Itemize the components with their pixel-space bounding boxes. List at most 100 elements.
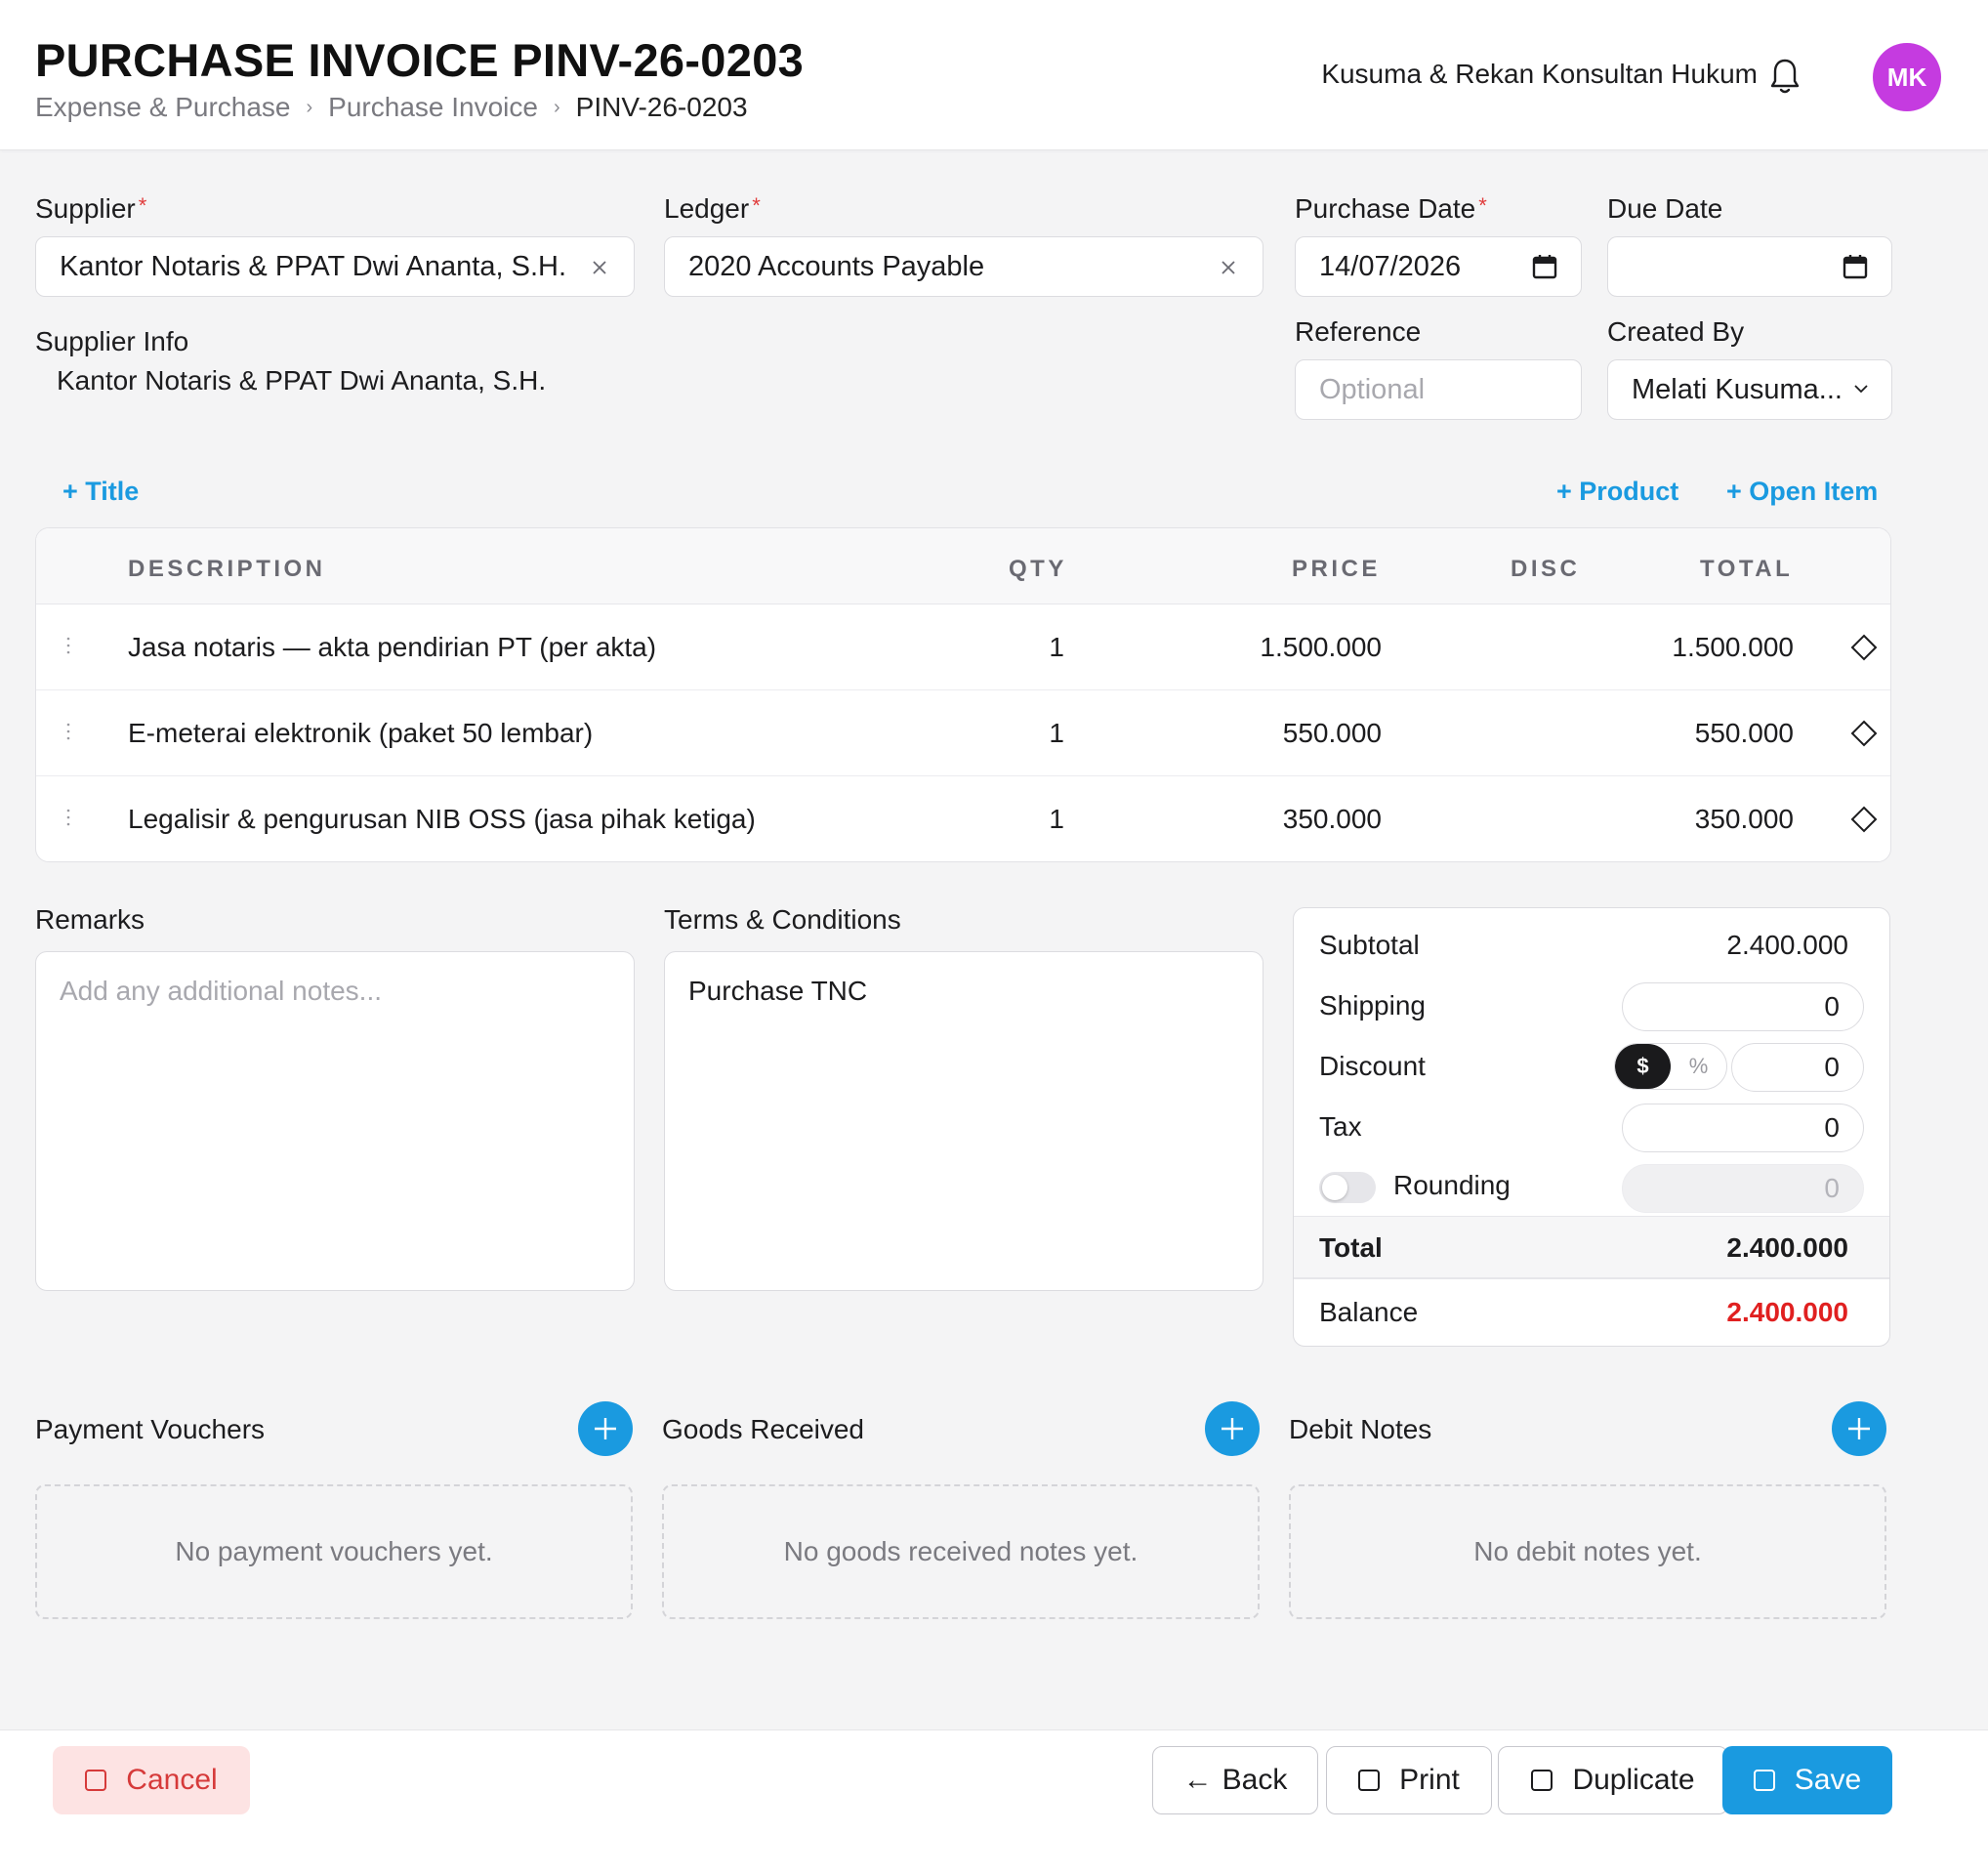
- table-header: DESCRIPTION QTY PRICE DISC TOTAL: [36, 528, 1890, 604]
- payment-vouchers-title: Payment Vouchers: [35, 1414, 266, 1444]
- item-price[interactable]: 550.000: [1282, 718, 1382, 748]
- item-qty[interactable]: 1: [1049, 804, 1064, 834]
- page-title: PURCHASE INVOICE PINV-26-0203: [35, 34, 805, 86]
- ledger-select[interactable]: 2020 Accounts Payable: [664, 236, 1263, 297]
- arrow-left-icon: ←: [1182, 1764, 1213, 1796]
- reference-input[interactable]: Optional: [1295, 359, 1582, 420]
- remarks-textarea[interactable]: Add any additional notes...: [35, 951, 635, 1291]
- subtotal-label: Subtotal: [1319, 930, 1420, 960]
- save-label: Save: [1794, 1764, 1862, 1796]
- avatar[interactable]: MK: [1873, 43, 1941, 111]
- breadcrumb-item-current: PINV-26-0203: [575, 92, 748, 122]
- purchase-date-input[interactable]: 14/07/2026: [1295, 236, 1582, 297]
- created-by-select[interactable]: Melati Kusuma...: [1607, 359, 1892, 420]
- shipping-value: 0: [1824, 991, 1840, 1021]
- summary-panel: Subtotal 2.400.000 Shipping 0 Discount $…: [1293, 907, 1890, 1347]
- due-date-input[interactable]: [1607, 236, 1892, 297]
- diamond-icon[interactable]: [1850, 720, 1878, 747]
- clear-icon[interactable]: [591, 259, 608, 276]
- item-total: 550.000: [1694, 718, 1794, 748]
- supplier-select[interactable]: Kantor Notaris & PPAT Dwi Ananta, S.H.: [35, 236, 635, 297]
- calendar-icon[interactable]: [1843, 253, 1868, 280]
- company-name[interactable]: Kusuma & Rekan Konsultan Hukum: [1321, 59, 1758, 89]
- discount-input[interactable]: 0: [1731, 1043, 1864, 1092]
- item-price[interactable]: 1.500.000: [1260, 632, 1382, 662]
- diamond-icon[interactable]: [1850, 806, 1878, 833]
- discount-value: 0: [1824, 1052, 1840, 1082]
- back-button[interactable]: ← Back: [1152, 1746, 1318, 1814]
- rounding-toggle[interactable]: [1319, 1172, 1376, 1203]
- save-button[interactable]: Save: [1722, 1746, 1892, 1814]
- supplier-label: Supplier *: [35, 193, 147, 224]
- add-debit-note-button[interactable]: [1832, 1401, 1886, 1456]
- drag-handle-icon[interactable]: [65, 808, 71, 827]
- terms-value: Purchase TNC: [688, 976, 868, 1006]
- discount-mode-percent[interactable]: %: [1688, 1054, 1709, 1078]
- item-description[interactable]: Jasa notaris — akta pendirian PT (per ak…: [128, 632, 657, 662]
- balance-label: Balance: [1319, 1297, 1419, 1327]
- divider: [1294, 1216, 1889, 1218]
- reference-label: Reference: [1295, 316, 1422, 347]
- item-description[interactable]: Legalisir & pengurusan NIB OSS (jasa pih…: [128, 804, 756, 834]
- item-price[interactable]: 350.000: [1282, 804, 1382, 834]
- supplier-value: Kantor Notaris & PPAT Dwi Ananta, S.H.: [60, 250, 566, 282]
- item-qty[interactable]: 1: [1049, 718, 1064, 748]
- breadcrumb-item-purchase-invoice[interactable]: Purchase Invoice: [328, 92, 538, 122]
- goods-received-empty: No goods received notes yet.: [662, 1484, 1260, 1619]
- drag-handle-icon[interactable]: [65, 722, 71, 741]
- breadcrumb: Expense & Purchase › Purchase Invoice › …: [35, 92, 748, 123]
- footer-bar: Cancel ← Back Print Duplicate Save: [0, 1729, 1988, 1875]
- plus-icon: [1848, 1418, 1870, 1439]
- table-row[interactable]: Legalisir & pengurusan NIB OSS (jasa pih…: [36, 776, 1890, 861]
- divider: [1294, 1277, 1889, 1279]
- terms-label: Terms & Conditions: [664, 904, 901, 935]
- bell-icon[interactable]: [1769, 57, 1801, 96]
- plus-icon: [1222, 1418, 1243, 1439]
- add-payment-voucher-button[interactable]: [578, 1401, 633, 1456]
- page-header: PURCHASE INVOICE PINV-26-0203 Expense & …: [0, 0, 1988, 150]
- add-open-item-button[interactable]: + Open Item: [1726, 477, 1879, 506]
- remarks-placeholder: Add any additional notes...: [60, 976, 383, 1006]
- rounding-input: 0: [1622, 1164, 1864, 1213]
- discount-mode-amount[interactable]: $: [1615, 1044, 1671, 1089]
- back-label: Back: [1222, 1764, 1288, 1796]
- column-qty: QTY: [1009, 556, 1067, 582]
- discount-mode-toggle[interactable]: $ %: [1614, 1043, 1727, 1090]
- add-title-button[interactable]: + Title: [62, 477, 140, 506]
- table-row[interactable]: Jasa notaris — akta pendirian PT (per ak…: [36, 604, 1890, 690]
- breadcrumb-item-expense-purchase[interactable]: Expense & Purchase: [35, 92, 291, 122]
- table-row[interactable]: E-meterai elektronik (paket 50 lembar) 1…: [36, 690, 1890, 776]
- terms-textarea[interactable]: Purchase TNC: [664, 951, 1263, 1291]
- debit-notes-empty: No debit notes yet.: [1289, 1484, 1886, 1619]
- item-description[interactable]: E-meterai elektronik (paket 50 lembar): [128, 718, 594, 748]
- cancel-button[interactable]: Cancel: [53, 1746, 250, 1814]
- goods-received-title: Goods Received: [662, 1414, 865, 1444]
- due-date-label: Due Date: [1607, 193, 1723, 224]
- clear-icon[interactable]: [1220, 259, 1237, 276]
- subtotal-value: 2.400.000: [1726, 930, 1848, 960]
- ledger-label: Ledger *: [664, 193, 761, 224]
- shipping-input[interactable]: 0: [1622, 982, 1864, 1031]
- add-product-button[interactable]: + Product: [1556, 477, 1679, 506]
- item-total: 350.000: [1694, 804, 1794, 834]
- column-price: PRICE: [1292, 556, 1381, 582]
- duplicate-label: Duplicate: [1572, 1764, 1695, 1796]
- drag-handle-icon[interactable]: [65, 636, 71, 655]
- supplier-info-label: Supplier Info: [35, 326, 189, 356]
- balance-value: 2.400.000: [1726, 1297, 1848, 1327]
- duplicate-button[interactable]: Duplicate: [1498, 1746, 1728, 1814]
- debit-notes-title: Debit Notes: [1289, 1414, 1432, 1444]
- diamond-icon[interactable]: [1850, 634, 1878, 661]
- add-goods-received-button[interactable]: [1205, 1401, 1260, 1456]
- column-description: DESCRIPTION: [128, 556, 326, 582]
- tax-input[interactable]: 0: [1622, 1104, 1864, 1152]
- save-icon: [1753, 1770, 1775, 1791]
- chevron-right-icon: ›: [306, 96, 313, 118]
- item-qty[interactable]: 1: [1049, 632, 1064, 662]
- discount-label: Discount: [1319, 1051, 1426, 1081]
- print-button[interactable]: Print: [1326, 1746, 1492, 1814]
- shipping-label: Shipping: [1319, 990, 1426, 1021]
- payment-vouchers-empty: No payment vouchers yet.: [35, 1484, 633, 1619]
- calendar-icon[interactable]: [1532, 253, 1557, 280]
- created-by-value: Melati Kusuma...: [1632, 373, 1843, 405]
